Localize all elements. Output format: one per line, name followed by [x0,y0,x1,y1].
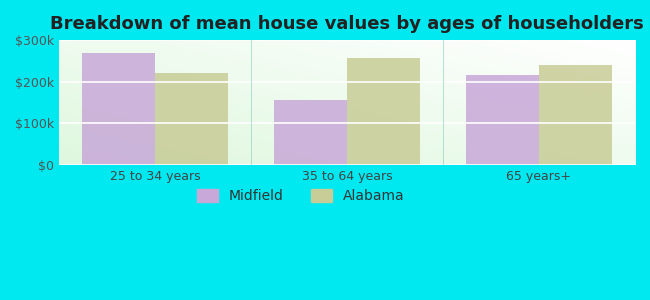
Title: Breakdown of mean house values by ages of householders: Breakdown of mean house values by ages o… [50,15,644,33]
Bar [155,74,228,165]
Bar [82,52,155,165]
Bar [539,65,612,165]
Legend: Midfield, Alabama: Midfield, Alabama [190,182,412,210]
Bar [466,76,539,165]
Bar [274,100,347,165]
Bar [347,58,420,165]
